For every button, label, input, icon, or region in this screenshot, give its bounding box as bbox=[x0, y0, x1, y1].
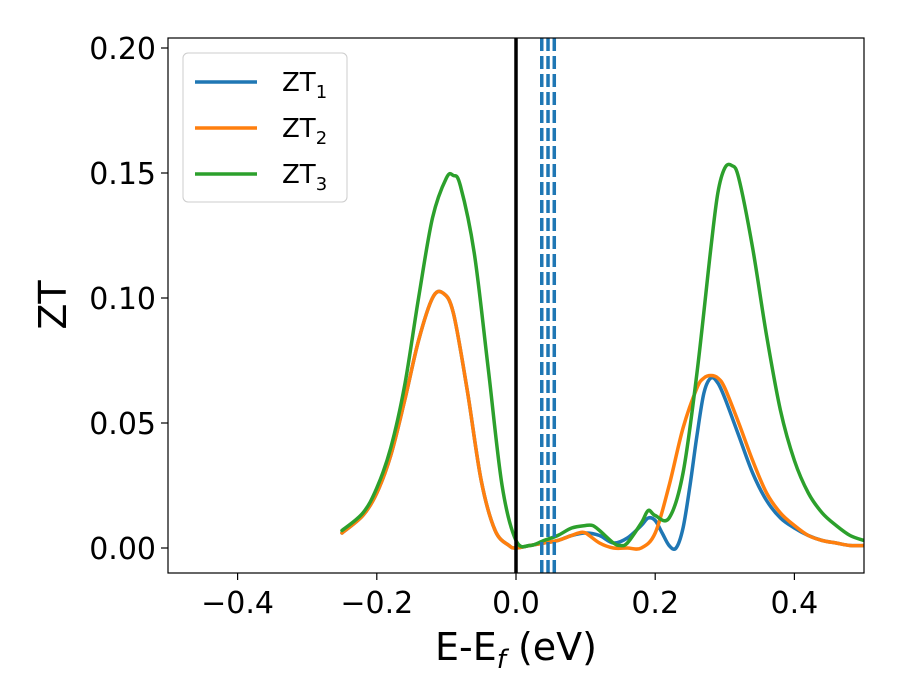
legend-label-2: ZT2 bbox=[282, 114, 327, 149]
x-tick-label: −0.2 bbox=[340, 586, 413, 621]
lines-layer bbox=[340, 38, 864, 573]
series-line-2 bbox=[340, 289, 864, 551]
series-line-3 bbox=[340, 162, 864, 549]
y-tick-label: 0.20 bbox=[89, 32, 156, 67]
y-tick-label: 0.10 bbox=[89, 282, 156, 317]
legend-label-1: ZT1 bbox=[282, 68, 327, 103]
x-tick-label: −0.4 bbox=[201, 586, 274, 621]
x-tick-label: 0.2 bbox=[631, 586, 679, 621]
x-ticks: −0.4 −0.2 0.0 0.2 0.4 bbox=[201, 573, 818, 621]
y-axis-label: ZT bbox=[31, 280, 75, 330]
x-tick-label: 0.4 bbox=[771, 586, 819, 621]
legend-box bbox=[182, 52, 348, 203]
y-ticks: 0.00 0.05 0.10 0.15 0.20 bbox=[89, 32, 168, 567]
x-tick-label: 0.0 bbox=[492, 586, 540, 621]
y-tick-label: 0.00 bbox=[89, 532, 156, 567]
y-tick-label: 0.15 bbox=[89, 157, 156, 192]
y-tick-label: 0.05 bbox=[89, 407, 156, 442]
legend-label-3: ZT3 bbox=[282, 160, 327, 195]
legend: ZT1 ZT2 ZT3 bbox=[182, 52, 348, 203]
x-axis-label: E-Ef (eV) bbox=[435, 625, 597, 675]
